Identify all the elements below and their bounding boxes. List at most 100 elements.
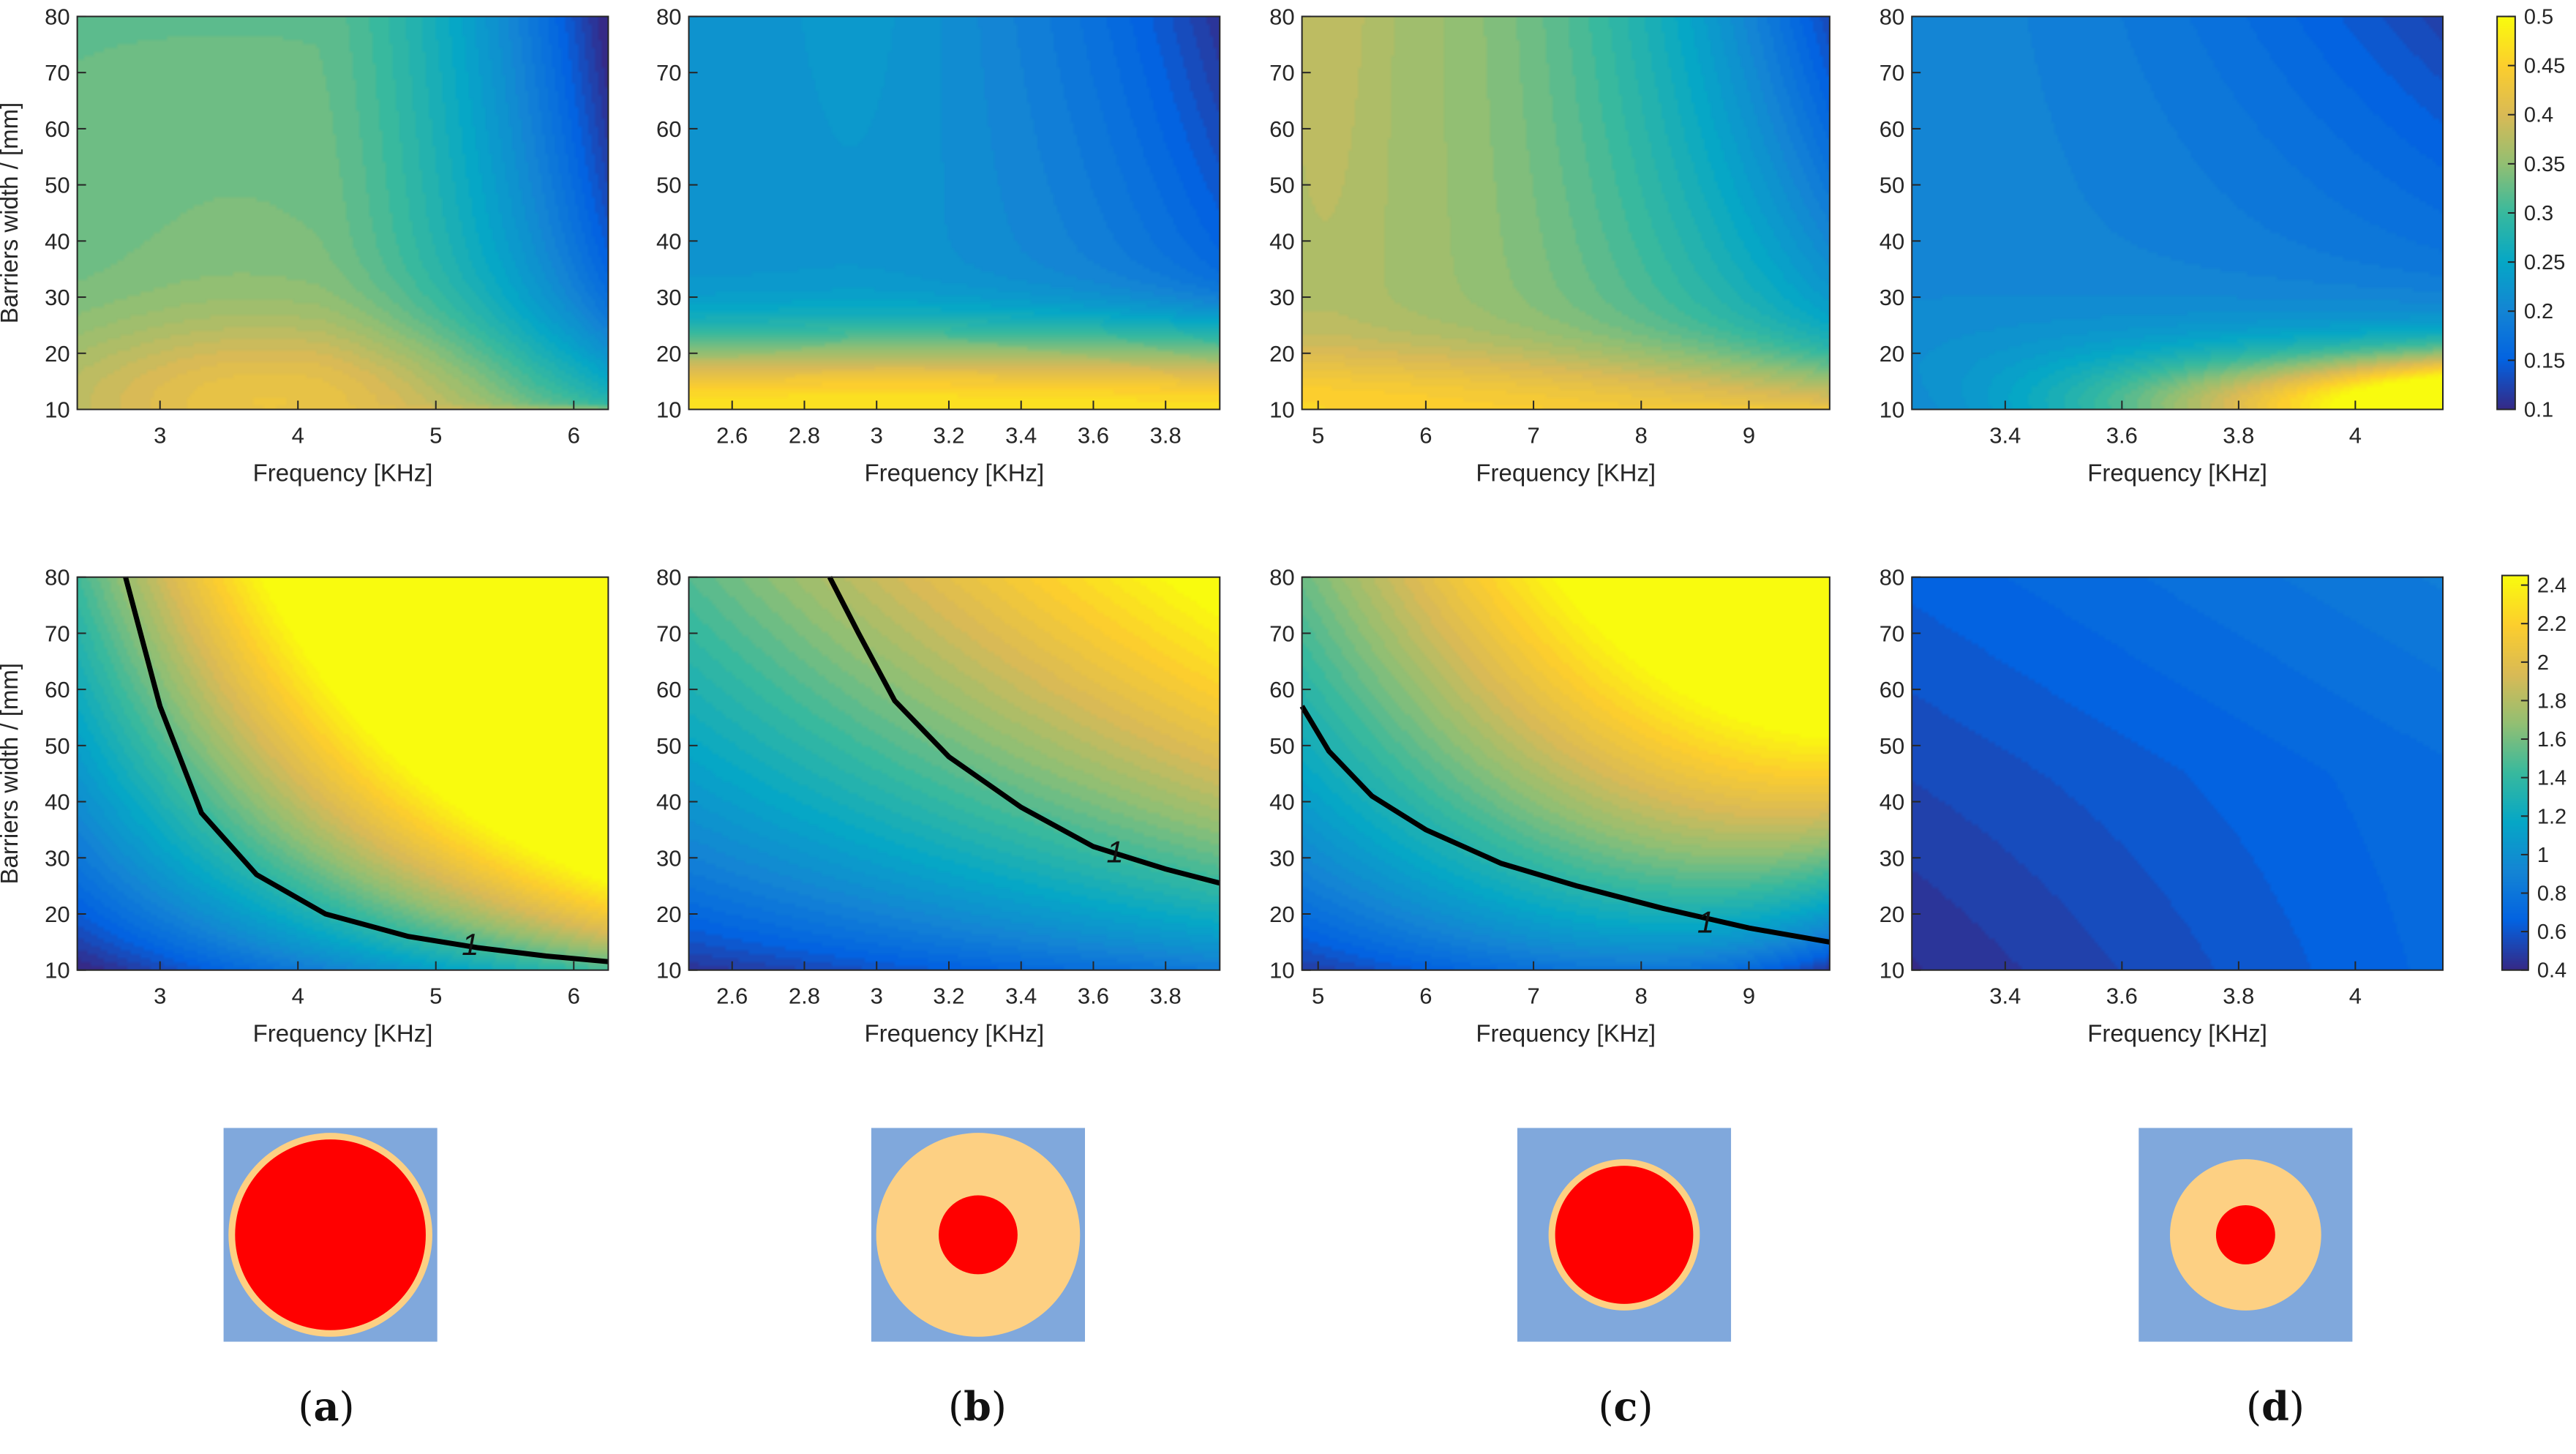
panel-top-d: 3.4 3.6 3.8 4 10 20 30 40 50 60 70 80 Frequency [KHz…	[1880, 4, 2444, 486]
colorbar-tick-label-top: 0.3	[2524, 202, 2553, 225]
x-axis-label-top-d: Frequency [KHz]	[2087, 459, 2267, 486]
colorbar-tick-label-bottom: 2.2	[2537, 612, 2566, 636]
x-axis-label-top-b: Frequency [KHz]	[864, 459, 1044, 486]
y-tick-label-top-b: 80	[656, 4, 681, 29]
y-tick-label-bottom-d: 10	[1880, 958, 1904, 983]
y-tick-label-bottom-a: 50	[45, 733, 70, 759]
x-tick-label-bottom-b: 2.8	[789, 983, 820, 1009]
y-tick-label-top-b: 30	[656, 285, 681, 310]
caption-d: (d)	[2246, 1383, 2305, 1430]
x-tick-label-bottom-c: 5	[1312, 983, 1324, 1009]
y-tick-label-top-a: 60	[45, 116, 70, 142]
x-tick-label-bottom-b: 3.4	[1005, 983, 1037, 1009]
colorbar-tick-label-top: 0.25	[2524, 251, 2565, 274]
x-tick-label-top-c: 7	[1527, 422, 1539, 448]
y-tick-label-bottom-a: 30	[45, 845, 70, 871]
y-tick-label-bottom-a: 60	[45, 677, 70, 702]
y-tick-label-bottom-d: 60	[1880, 677, 1904, 702]
y-axis-label-top-a: Barriers width / [mm]	[0, 102, 23, 324]
contour-label-bottom-a: 1	[462, 927, 478, 962]
y-tick-label-bottom-b: 70	[656, 621, 681, 646]
colorbar-gradient-bottom	[2501, 575, 2528, 970]
x-axis-label-top-c: Frequency [KHz]	[1476, 459, 1656, 486]
caption-b: (b)	[948, 1383, 1007, 1430]
y-tick-label-top-a: 30	[45, 285, 70, 310]
y-tick-label-bottom-c: 10	[1269, 958, 1294, 983]
core-circle	[939, 1195, 1018, 1275]
x-tick-label-bottom-d: 3.4	[1989, 983, 2021, 1009]
y-tick-label-top-b: 50	[656, 173, 681, 198]
y-tick-label-bottom-d: 40	[1880, 790, 1904, 815]
contour-label-bottom-c: 1	[1697, 905, 1714, 940]
x-tick-label-top-b: 3.6	[1078, 422, 1109, 448]
y-tick-label-top-a: 50	[45, 173, 70, 198]
panel-bottom-c: 1 5 6 7 8 9 10 20 30 40 50 60 70 80 Frequency [KHz]	[1269, 565, 1830, 1047]
core-circle	[1555, 1166, 1694, 1304]
x-tick-label-top-c: 6	[1419, 422, 1432, 448]
y-tick-label-top-d: 60	[1880, 116, 1904, 142]
x-axis-label-bottom-b: Frequency [KHz]	[864, 1020, 1044, 1047]
y-tick-label-bottom-d: 70	[1880, 621, 1904, 646]
y-tick-label-bottom-b: 30	[656, 845, 681, 871]
colorbar-tick-label-bottom: 2.4	[2537, 574, 2566, 598]
y-tick-label-top-b: 40	[656, 228, 681, 254]
y-tick-label-top-c: 30	[1269, 285, 1294, 310]
unit-cell-a	[223, 1128, 438, 1342]
x-tick-label-top-a: 6	[568, 422, 580, 448]
colorbar-tick-label-top: 0.1	[2524, 398, 2553, 421]
axes-box-top-d	[1911, 15, 2444, 411]
contour-label-bottom-b: 1	[1106, 835, 1123, 869]
y-tick-label-top-d: 70	[1880, 60, 1904, 86]
y-tick-label-top-c: 10	[1269, 397, 1294, 422]
core-circle	[2215, 1205, 2275, 1264]
y-tick-label-top-d: 40	[1880, 228, 1904, 254]
axes-box-top-c	[1301, 15, 1830, 411]
colorbar-tick-label-bottom: 1.8	[2537, 689, 2566, 713]
x-tick-label-bottom-d: 3.8	[2223, 983, 2254, 1009]
y-tick-label-top-c: 70	[1269, 60, 1294, 86]
x-tick-label-top-d: 3.4	[1989, 422, 2021, 448]
x-axis-label-bottom-d: Frequency [KHz]	[2087, 1020, 2267, 1047]
core-circle	[235, 1139, 426, 1330]
colorbar-tick-label-bottom: 1.4	[2537, 767, 2566, 790]
axes-box-bottom-d	[1911, 576, 2444, 971]
y-tick-label-bottom-a: 70	[45, 621, 70, 646]
y-tick-label-bottom-d: 50	[1880, 733, 1904, 759]
y-tick-label-bottom-c: 50	[1269, 733, 1294, 759]
colorbar-box-bottom	[2501, 574, 2529, 971]
axes-box-top-a	[76, 15, 609, 411]
y-tick-label-bottom-c: 80	[1269, 565, 1294, 591]
heatmap-bottom-c	[1302, 577, 1830, 970]
heatmap-top-b	[688, 16, 1220, 410]
y-tick-label-top-d: 80	[1880, 4, 1904, 29]
y-tick-label-bottom-c: 30	[1269, 845, 1294, 871]
caption-a: (a)	[298, 1383, 355, 1430]
y-tick-label-top-b: 10	[656, 397, 681, 422]
y-tick-label-top-d: 10	[1880, 397, 1904, 422]
x-tick-label-bottom-b: 3.8	[1150, 983, 1182, 1009]
x-tick-label-bottom-c: 8	[1635, 983, 1648, 1009]
panel-bottom-b: 1 2.6 2.8 3 3.2 3.4 3.6 3.8 10 20 30 40 50 60 70 80 Freq…	[656, 565, 1221, 1047]
heatmap-bottom-d	[1912, 577, 2443, 970]
y-axis-label-bottom-a: Barriers width / [mm]	[0, 663, 23, 885]
y-tick-label-bottom-a: 20	[45, 902, 70, 927]
x-tick-label-top-b: 2.6	[716, 422, 748, 448]
axes-box-bottom-c	[1301, 576, 1830, 971]
y-tick-label-top-a: 20	[45, 341, 70, 367]
x-tick-label-bottom-c: 6	[1419, 983, 1432, 1009]
x-tick-label-bottom-a: 6	[568, 983, 580, 1009]
y-tick-label-bottom-d: 20	[1880, 902, 1904, 927]
x-tick-label-bottom-d: 4	[2349, 983, 2362, 1009]
x-tick-label-bottom-c: 9	[1743, 983, 1755, 1009]
contour-line-bottom-b	[827, 576, 1221, 886]
heatmap-bottom-b	[688, 577, 1220, 970]
unit-cell-c	[1517, 1128, 1732, 1342]
x-tick-label-top-b: 2.8	[789, 422, 820, 448]
y-tick-label-bottom-b: 80	[656, 565, 681, 591]
heatmap-top-c	[1302, 16, 1830, 410]
contour-line-bottom-a	[123, 576, 609, 964]
unit-cell-b	[871, 1128, 1085, 1342]
x-tick-label-top-b: 3	[871, 422, 883, 448]
y-tick-label-top-d: 50	[1880, 173, 1904, 198]
